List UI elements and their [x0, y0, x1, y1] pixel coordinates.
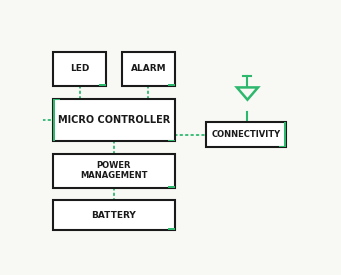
Bar	[122, 52, 175, 86]
Text: CONNECTIVITY: CONNECTIVITY	[211, 130, 281, 139]
Bar	[53, 99, 60, 100]
Text: BATTERY: BATTERY	[92, 211, 136, 220]
Bar	[53, 154, 175, 188]
Bar	[168, 84, 175, 86]
Text: LED: LED	[70, 65, 89, 73]
Bar	[53, 200, 175, 230]
Bar	[168, 139, 175, 141]
Text: POWER
MANAGEMENT: POWER MANAGEMENT	[80, 161, 148, 180]
Bar	[100, 84, 106, 86]
Bar	[284, 122, 286, 147]
Bar	[207, 122, 286, 147]
Bar	[53, 52, 106, 86]
Bar	[168, 186, 175, 188]
Text: ALARM: ALARM	[131, 65, 166, 73]
Bar	[168, 229, 175, 230]
Bar	[53, 99, 175, 141]
Bar	[279, 146, 286, 147]
Bar	[53, 99, 55, 141]
Text: MICRO CONTROLLER: MICRO CONTROLLER	[58, 115, 170, 125]
